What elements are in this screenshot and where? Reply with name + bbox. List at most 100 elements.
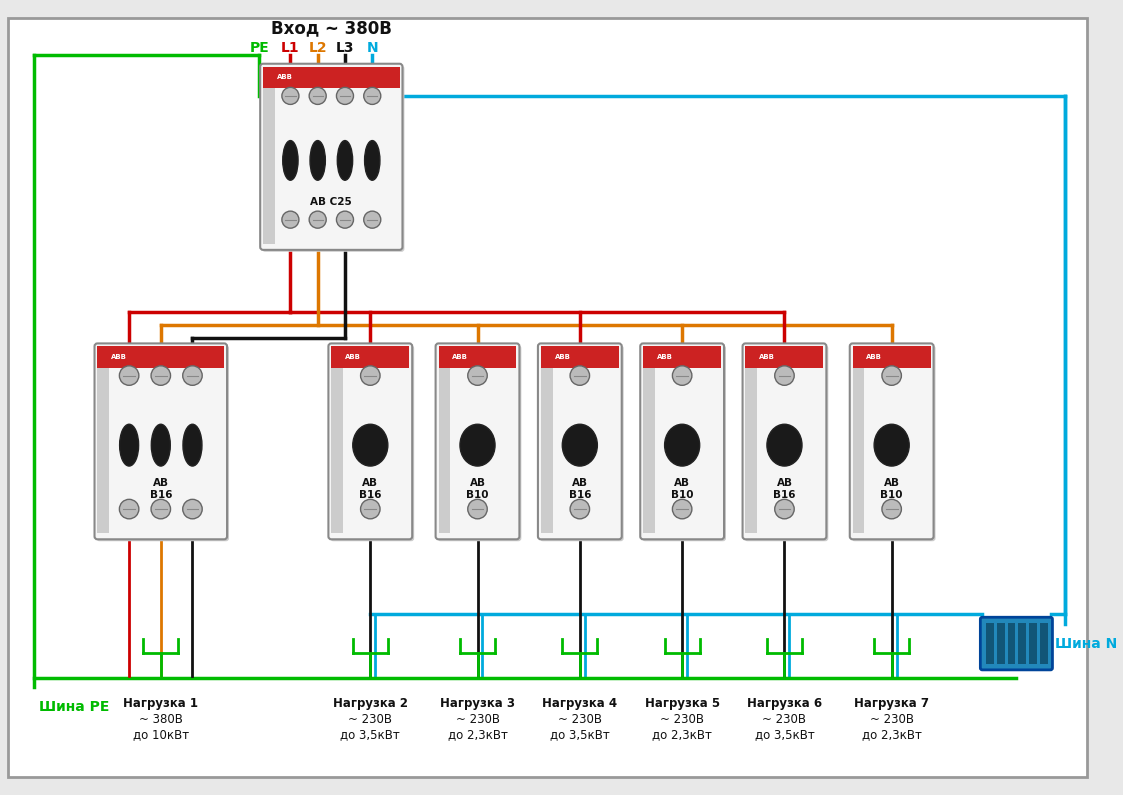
Circle shape [775, 499, 794, 519]
Circle shape [309, 211, 326, 228]
Text: Шина N: Шина N [1056, 637, 1117, 650]
Text: ABB: ABB [276, 75, 293, 80]
FancyBboxPatch shape [97, 345, 229, 541]
Ellipse shape [283, 141, 298, 180]
Text: L3: L3 [336, 41, 354, 55]
Circle shape [183, 366, 202, 386]
FancyBboxPatch shape [851, 345, 935, 541]
Bar [852, 349, 865, 533]
Text: Нагрузка 2: Нагрузка 2 [332, 697, 408, 710]
FancyBboxPatch shape [538, 343, 622, 539]
Text: ~ 230В: ~ 230В [660, 713, 704, 726]
Circle shape [119, 499, 139, 519]
Ellipse shape [152, 425, 171, 466]
Bar [438, 349, 450, 533]
Text: ABB: ABB [345, 354, 360, 360]
Bar [98, 349, 109, 533]
Text: ABB: ABB [657, 354, 673, 360]
Text: АВ
B16: АВ B16 [774, 478, 796, 500]
Text: до 3,5кВт: до 3,5кВт [755, 728, 814, 742]
FancyBboxPatch shape [742, 343, 827, 539]
FancyBboxPatch shape [980, 617, 1052, 670]
Text: Нагрузка 7: Нагрузка 7 [855, 697, 929, 710]
Bar [643, 349, 655, 533]
Text: до 2,3кВт: до 2,3кВт [448, 728, 508, 742]
Text: ~ 380В: ~ 380В [139, 713, 183, 726]
Bar [331, 349, 343, 533]
Ellipse shape [665, 425, 700, 466]
Circle shape [775, 366, 794, 386]
Bar [746, 349, 757, 533]
FancyBboxPatch shape [640, 343, 724, 539]
FancyBboxPatch shape [642, 345, 725, 541]
Bar [331, 347, 409, 368]
Text: PE: PE [249, 41, 270, 55]
Circle shape [337, 87, 354, 104]
Text: Нагрузка 3: Нагрузка 3 [440, 697, 515, 710]
Text: ABB: ABB [759, 354, 775, 360]
FancyBboxPatch shape [328, 343, 412, 539]
FancyBboxPatch shape [330, 345, 414, 541]
Ellipse shape [460, 425, 495, 466]
Text: АВ
B16: АВ B16 [568, 478, 591, 500]
Text: АВ
B16: АВ B16 [359, 478, 382, 500]
Ellipse shape [767, 425, 802, 466]
Ellipse shape [337, 141, 353, 180]
Circle shape [364, 87, 381, 104]
Bar [263, 70, 275, 244]
Text: Нагрузка 6: Нагрузка 6 [747, 697, 822, 710]
FancyBboxPatch shape [540, 345, 623, 541]
Circle shape [673, 366, 692, 386]
Text: Вход ~ 380В: Вход ~ 380В [271, 19, 392, 37]
Circle shape [673, 499, 692, 519]
Circle shape [309, 87, 326, 104]
Circle shape [152, 366, 171, 386]
Bar [852, 347, 931, 368]
FancyBboxPatch shape [261, 64, 402, 250]
Circle shape [882, 499, 902, 519]
Text: АВ
B10: АВ B10 [466, 478, 489, 500]
Text: Нагрузка 4: Нагрузка 4 [542, 697, 618, 710]
FancyBboxPatch shape [438, 345, 521, 541]
Circle shape [183, 499, 202, 519]
Ellipse shape [120, 425, 138, 466]
Text: L2: L2 [309, 41, 327, 55]
Bar [1019, 623, 1026, 664]
Text: ABB: ABB [555, 354, 570, 360]
FancyBboxPatch shape [436, 343, 520, 539]
Ellipse shape [353, 425, 387, 466]
Text: ~ 230В: ~ 230В [348, 713, 392, 726]
Circle shape [360, 366, 380, 386]
Circle shape [364, 211, 381, 228]
Bar [1029, 623, 1037, 664]
Circle shape [282, 87, 299, 104]
FancyBboxPatch shape [745, 345, 829, 541]
Ellipse shape [183, 425, 202, 466]
Circle shape [570, 366, 590, 386]
Text: Нагрузка 1: Нагрузка 1 [124, 697, 199, 710]
Text: ~ 230В: ~ 230В [456, 713, 500, 726]
Bar [541, 347, 619, 368]
Bar [1007, 623, 1015, 664]
Circle shape [882, 366, 902, 386]
Text: до 3,5кВт: до 3,5кВт [340, 728, 400, 742]
Text: ABB: ABB [453, 354, 468, 360]
Text: до 2,3кВт: до 2,3кВт [861, 728, 922, 742]
Ellipse shape [310, 141, 326, 180]
Circle shape [119, 366, 139, 386]
Text: до 3,5кВт: до 3,5кВт [550, 728, 610, 742]
Text: до 10кВт: до 10кВт [133, 728, 189, 742]
Bar [1040, 623, 1048, 664]
Bar [986, 623, 994, 664]
Text: ~ 230В: ~ 230В [558, 713, 602, 726]
Circle shape [360, 499, 380, 519]
Text: АВ
B10: АВ B10 [670, 478, 693, 500]
Text: ABB: ABB [866, 354, 883, 360]
Ellipse shape [563, 425, 597, 466]
Bar [98, 347, 225, 368]
Text: ~ 230В: ~ 230В [763, 713, 806, 726]
Text: Шина PE: Шина PE [39, 700, 109, 714]
Bar [541, 349, 553, 533]
FancyBboxPatch shape [262, 66, 404, 252]
Bar [438, 347, 517, 368]
